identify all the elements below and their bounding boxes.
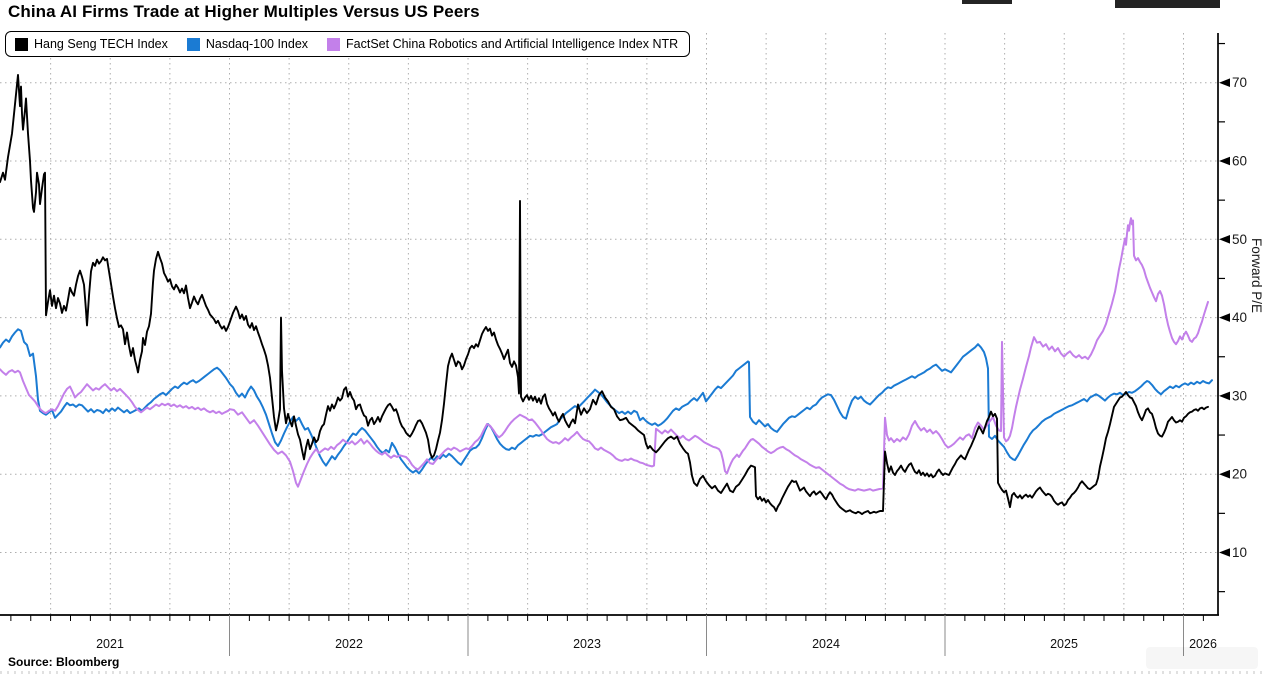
- x-tick-label: 2023: [573, 637, 601, 651]
- legend-swatch-icon: [186, 37, 200, 51]
- x-tick-label: 2024: [812, 637, 840, 651]
- bottom-dotted-strip: [0, 671, 1266, 674]
- source-credit: Source: Bloomberg: [8, 655, 120, 669]
- y-tick-arrow-icon: [1219, 156, 1230, 166]
- y-tick-arrow-icon: [1219, 313, 1230, 322]
- legend-item-2: FactSet China Robotics and Artificial In…: [327, 37, 678, 51]
- y-tick-label: 60: [1232, 154, 1247, 169]
- x-tick-label: 2026: [1189, 637, 1217, 651]
- y-tick-arrow-icon: [1219, 78, 1230, 87]
- y-tick-arrow-icon: [1219, 235, 1230, 244]
- y-tick-label: 40: [1232, 310, 1247, 325]
- y-tick-arrow-icon: [1219, 391, 1230, 401]
- legend-item-1: Nasdaq-100 Index: [186, 37, 309, 51]
- series-line: [0, 217, 1209, 492]
- x-tick-label: 2022: [335, 637, 363, 651]
- y-tick-label: 70: [1232, 75, 1247, 90]
- y-tick-arrow-icon: [1219, 548, 1230, 557]
- legend-swatch-icon: [327, 37, 341, 51]
- cropped-ui-chip-1: [1115, 0, 1220, 8]
- x-tick-label: 2021: [96, 637, 124, 651]
- y-tick-arrow-icon: [1219, 469, 1230, 479]
- chart-legend: Hang Seng TECH Index Nasdaq-100 Index Fact…: [5, 31, 691, 57]
- y-tick-label: 10: [1232, 545, 1247, 560]
- faint-watermark: [1146, 647, 1258, 669]
- legend-label: Hang Seng TECH Index: [34, 37, 168, 51]
- y-axis-title: Forward P/E: [1249, 238, 1264, 314]
- page-title: China AI Firms Trade at Higher Multiples…: [8, 2, 480, 21]
- series-line: [0, 73, 1209, 516]
- y-tick-label: 20: [1232, 467, 1247, 482]
- legend-swatch-icon: [15, 37, 28, 51]
- legend-label: FactSet China Robotics and Artificial In…: [346, 37, 679, 51]
- cropped-ui-chip-0: [962, 0, 1012, 4]
- legend-label: Nasdaq-100 Index: [205, 37, 309, 51]
- x-tick-label: 2025: [1050, 637, 1078, 651]
- y-tick-label: 50: [1232, 232, 1247, 247]
- legend-item-0: Hang Seng TECH Index: [15, 37, 168, 51]
- y-tick-label: 30: [1232, 388, 1247, 403]
